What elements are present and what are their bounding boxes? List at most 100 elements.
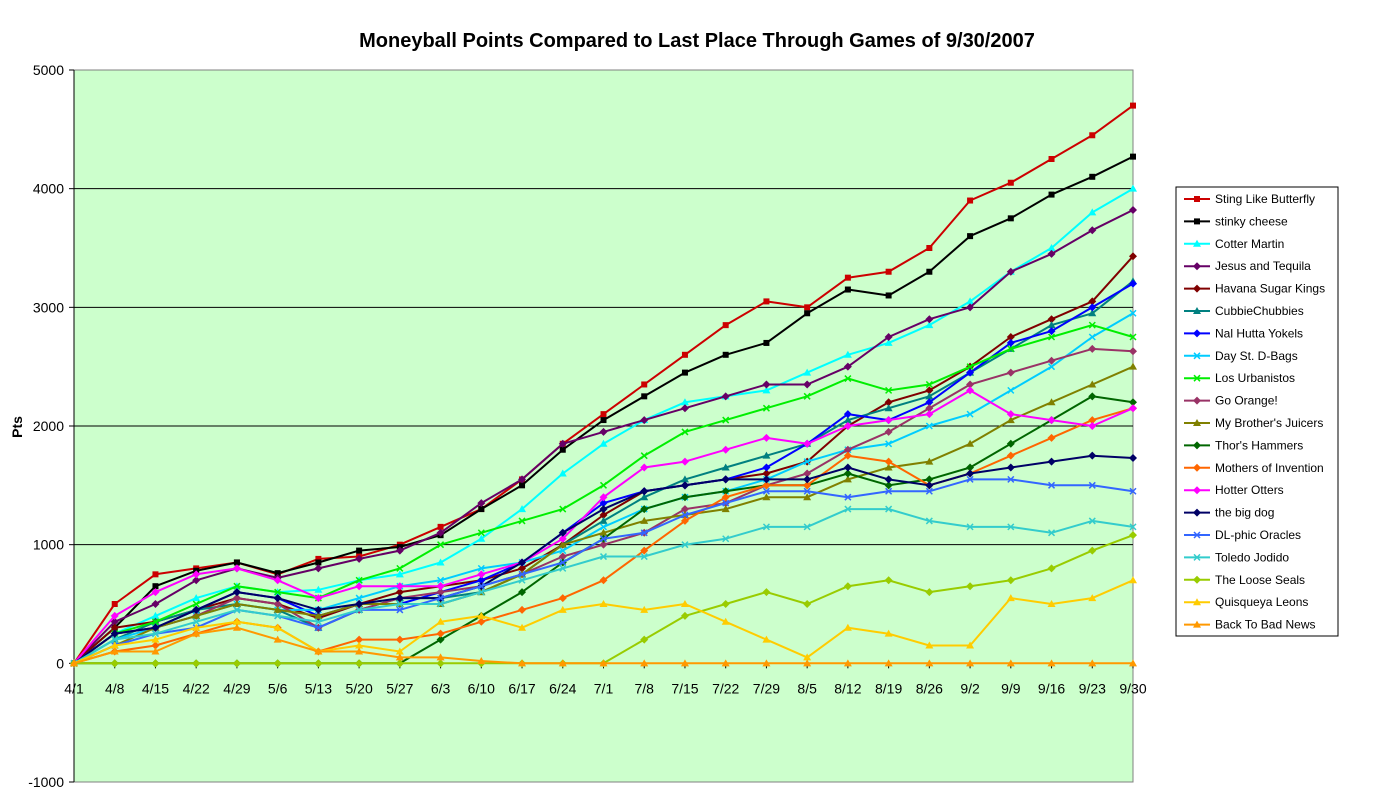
data-point [640, 546, 649, 555]
legend-marker [1193, 396, 1201, 405]
chart-title: Moneyball Points Compared to Last Place … [359, 30, 1035, 52]
legend-item: My Brother's Juicers [1184, 416, 1323, 430]
data-point [843, 659, 852, 667]
data-point [1129, 184, 1137, 192]
data-point [884, 398, 893, 407]
data-point [355, 635, 364, 644]
data-point [680, 404, 689, 413]
data-point [599, 600, 608, 607]
data-point [967, 197, 974, 204]
data-point [477, 564, 485, 572]
data-point [558, 540, 567, 548]
data-point [395, 635, 404, 644]
data-point [1007, 386, 1015, 394]
data-point [885, 440, 893, 448]
data-point [192, 611, 201, 619]
data-point [803, 368, 812, 376]
data-point [192, 605, 201, 614]
data-point [1129, 523, 1137, 531]
data-point [1006, 451, 1015, 460]
data-point [599, 528, 608, 536]
data-point [1129, 398, 1137, 407]
data-point [518, 564, 527, 573]
data-point [681, 511, 689, 519]
data-point [1129, 487, 1137, 495]
data-point [966, 523, 974, 531]
legend-item: Hotter Otters [1184, 483, 1284, 497]
legend-item: Toledo Jodido [1184, 550, 1289, 564]
x-tick-label: 4/22 [183, 680, 210, 696]
data-point [395, 594, 404, 603]
data-point [1006, 576, 1015, 585]
x-tick-label: 9/16 [1038, 680, 1065, 696]
data-point [721, 392, 730, 401]
data-point [1007, 179, 1014, 186]
data-point [721, 475, 730, 484]
data-point [925, 380, 933, 388]
data-point [192, 659, 201, 668]
data-point [843, 451, 852, 460]
data-point [111, 601, 118, 607]
data-point [110, 641, 119, 649]
data-point [232, 564, 241, 573]
data-point [843, 475, 852, 483]
data-point [1047, 244, 1056, 251]
data-point [681, 541, 689, 549]
x-tick-label: 5/27 [386, 680, 413, 696]
data-point [1006, 659, 1015, 667]
data-point [314, 564, 323, 573]
data-point [110, 623, 119, 632]
data-point [1129, 454, 1137, 463]
data-point [599, 540, 608, 549]
data-point [721, 600, 730, 608]
data-point [966, 380, 975, 389]
legend-item: Cotter Martin [1184, 237, 1284, 251]
legend-marker [1193, 463, 1201, 472]
data-point [1088, 333, 1096, 341]
data-point [803, 523, 811, 531]
legend-marker [1193, 262, 1201, 271]
data-point [884, 404, 893, 412]
data-point [273, 635, 282, 643]
data-point [1006, 463, 1015, 472]
data-point [803, 458, 811, 466]
data-point [1047, 564, 1056, 573]
data-point [762, 433, 771, 442]
data-point [1088, 659, 1097, 667]
data-point [966, 582, 975, 591]
data-point [599, 516, 608, 524]
data-point [477, 617, 486, 626]
legend-marker [1193, 307, 1201, 314]
data-point [151, 611, 160, 619]
data-point [436, 659, 445, 668]
data-point [1089, 132, 1096, 139]
data-point [151, 647, 160, 655]
data-point [925, 481, 934, 490]
data-point [844, 493, 852, 501]
data-point [722, 351, 729, 358]
data-point [192, 594, 201, 602]
legend-label: Quisqueya Leons [1215, 595, 1308, 609]
x-tick-label: 7/1 [594, 680, 614, 696]
data-point [1047, 659, 1056, 667]
data-point [355, 647, 364, 655]
data-point [599, 439, 608, 447]
x-tick-label: 4/15 [142, 680, 169, 696]
data-point [1006, 594, 1015, 602]
legend-item: Quisqueya Leons [1184, 595, 1308, 609]
data-point [1088, 297, 1097, 306]
data-point [803, 380, 812, 389]
data-point [680, 481, 689, 490]
data-point [844, 505, 852, 513]
data-point [762, 588, 771, 597]
legend-item: stinky cheese [1184, 214, 1288, 228]
legend-marker [1193, 620, 1201, 628]
data-point [762, 493, 771, 501]
data-point [721, 493, 730, 502]
data-point [843, 410, 852, 419]
y-tick-label: 4000 [33, 181, 64, 197]
data-point [1047, 356, 1056, 365]
data-point [1088, 481, 1096, 489]
